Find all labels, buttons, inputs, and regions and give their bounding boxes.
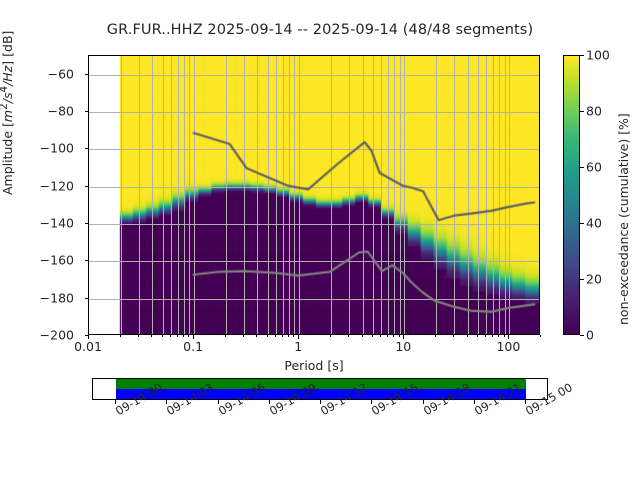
y-tick-label: −140 — [39, 215, 74, 231]
data-coverage-timeline[interactable] — [92, 378, 548, 400]
x-tick-label: 10 — [395, 339, 412, 354]
colorbar-tick-label: 40 — [586, 215, 602, 231]
colorbar-tick-label: 20 — [586, 271, 602, 287]
y-tick-label: −200 — [39, 327, 74, 343]
y-tick-label: −120 — [39, 178, 74, 194]
y-axis-label: Amplitude [m2/s4/Hz] [dB] — [0, 30, 16, 195]
x-tick-label: 100 — [496, 339, 521, 354]
y-tick-label: −80 — [47, 103, 74, 119]
x-tick-label: 0.01 — [74, 339, 102, 354]
colorbar — [563, 55, 580, 335]
ppsd-plot-area[interactable] — [88, 55, 540, 335]
noise-model-curves — [89, 56, 539, 334]
x-tick-label: 1 — [294, 339, 303, 354]
x-tick-label: 0.1 — [183, 339, 204, 354]
x-axis-label: Period [s] — [284, 358, 344, 373]
page-title: GR.FUR..HHZ 2025-09-14 -- 2025-09-14 (48… — [106, 22, 534, 38]
colorbar-label: non-exceedance (cumulative) [%] — [616, 113, 631, 325]
colorbar-tick-label: 100 — [586, 47, 610, 63]
colorbar-tick-label: 0 — [586, 327, 594, 343]
colorbar-tick-label: 60 — [586, 159, 602, 175]
y-tick-label: −100 — [39, 140, 74, 156]
y-tick-label: −180 — [39, 290, 74, 306]
timeline-bar-data-coverage[interactable] — [116, 379, 526, 389]
y-tick-label: −60 — [47, 66, 74, 82]
timeline-bar-psd-segments[interactable] — [116, 389, 526, 399]
y-tick-label: −160 — [39, 252, 74, 268]
colorbar-tick-label: 80 — [586, 103, 602, 119]
